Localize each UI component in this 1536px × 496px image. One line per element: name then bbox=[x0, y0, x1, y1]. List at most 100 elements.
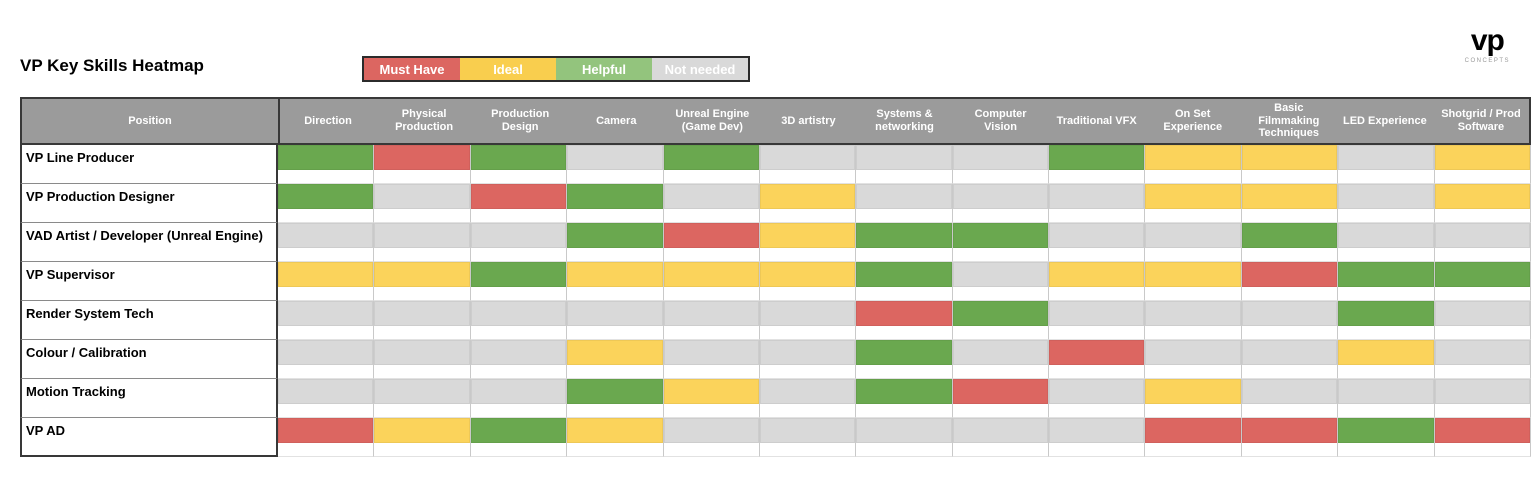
heatmap-cell[interactable] bbox=[1145, 184, 1242, 223]
heatmap-cell[interactable] bbox=[1241, 145, 1339, 184]
heatmap-cell[interactable] bbox=[1338, 184, 1435, 223]
heatmap-cell[interactable] bbox=[663, 379, 760, 418]
heatmap-cell[interactable] bbox=[278, 145, 375, 184]
heatmap-cell[interactable] bbox=[567, 262, 664, 301]
heatmap-cell[interactable] bbox=[567, 145, 664, 184]
heatmap-cell[interactable] bbox=[1338, 340, 1435, 379]
heatmap-cell[interactable] bbox=[1241, 301, 1339, 340]
heatmap-cell[interactable] bbox=[1145, 340, 1242, 379]
heatmap-cell[interactable] bbox=[567, 418, 664, 457]
heatmap-cell[interactable] bbox=[374, 262, 471, 301]
position-cell[interactable]: VP Line Producer bbox=[20, 145, 278, 184]
heatmap-cell[interactable] bbox=[1049, 340, 1146, 379]
heatmap-cell[interactable] bbox=[1049, 223, 1146, 262]
column-header[interactable]: On Set Experience bbox=[1163, 108, 1223, 133]
heatmap-cell[interactable] bbox=[1049, 145, 1146, 184]
heatmap-cell[interactable] bbox=[278, 262, 375, 301]
heatmap-cell[interactable] bbox=[759, 340, 857, 379]
heatmap-cell[interactable] bbox=[1434, 262, 1531, 301]
heatmap-cell[interactable] bbox=[1145, 379, 1242, 418]
heatmap-cell[interactable] bbox=[952, 262, 1050, 301]
heatmap-cell[interactable] bbox=[663, 340, 760, 379]
heatmap-cell[interactable] bbox=[470, 223, 568, 262]
heatmap-cell[interactable] bbox=[759, 223, 857, 262]
heatmap-cell[interactable] bbox=[952, 184, 1050, 223]
heatmap-cell[interactable] bbox=[1241, 184, 1339, 223]
position-cell[interactable]: Render System Tech bbox=[20, 301, 278, 340]
heatmap-cell[interactable] bbox=[663, 418, 760, 457]
heatmap-cell[interactable] bbox=[278, 418, 375, 457]
heatmap-cell[interactable] bbox=[567, 340, 664, 379]
heatmap-cell[interactable] bbox=[856, 418, 953, 457]
column-header[interactable]: Direction bbox=[304, 114, 352, 127]
column-header[interactable]: LED Experience bbox=[1343, 114, 1427, 127]
column-header[interactable]: Shotgrid / Prod Software bbox=[1441, 108, 1521, 133]
heatmap-cell[interactable] bbox=[952, 301, 1050, 340]
heatmap-cell[interactable] bbox=[278, 379, 375, 418]
heatmap-cell[interactable] bbox=[1434, 223, 1531, 262]
heatmap-cell[interactable] bbox=[1049, 418, 1146, 457]
heatmap-cell[interactable] bbox=[1338, 262, 1435, 301]
heatmap-cell[interactable] bbox=[1338, 418, 1435, 457]
heatmap-cell[interactable] bbox=[663, 145, 760, 184]
heatmap-cell[interactable] bbox=[1145, 262, 1242, 301]
heatmap-cell[interactable] bbox=[759, 145, 857, 184]
position-cell[interactable]: Colour / Calibration bbox=[20, 340, 278, 379]
heatmap-cell[interactable] bbox=[856, 145, 953, 184]
heatmap-cell[interactable] bbox=[1241, 262, 1339, 301]
column-header[interactable]: Production Design bbox=[491, 108, 550, 133]
heatmap-cell[interactable] bbox=[1338, 301, 1435, 340]
heatmap-cell[interactable] bbox=[278, 184, 375, 223]
heatmap-cell[interactable] bbox=[1434, 301, 1531, 340]
heatmap-cell[interactable] bbox=[1434, 184, 1531, 223]
column-header[interactable]: Camera bbox=[596, 114, 637, 127]
heatmap-cell[interactable] bbox=[567, 379, 664, 418]
heatmap-cell[interactable] bbox=[1145, 223, 1242, 262]
heatmap-cell[interactable] bbox=[567, 184, 664, 223]
heatmap-cell[interactable] bbox=[952, 379, 1050, 418]
heatmap-cell[interactable] bbox=[663, 223, 760, 262]
heatmap-cell[interactable] bbox=[470, 379, 568, 418]
heatmap-cell[interactable] bbox=[1338, 379, 1435, 418]
heatmap-cell[interactable] bbox=[856, 184, 953, 223]
heatmap-cell[interactable] bbox=[374, 418, 471, 457]
heatmap-cell[interactable] bbox=[856, 301, 953, 340]
heatmap-cell[interactable] bbox=[1434, 340, 1531, 379]
column-header[interactable]: Traditional VFX bbox=[1056, 114, 1137, 127]
heatmap-cell[interactable] bbox=[1241, 223, 1339, 262]
heatmap-cell[interactable] bbox=[470, 418, 568, 457]
heatmap-cell[interactable] bbox=[1434, 379, 1531, 418]
heatmap-cell[interactable] bbox=[952, 340, 1050, 379]
heatmap-cell[interactable] bbox=[278, 223, 375, 262]
heatmap-cell[interactable] bbox=[470, 145, 568, 184]
heatmap-cell[interactable] bbox=[856, 262, 953, 301]
heatmap-cell[interactable] bbox=[663, 184, 760, 223]
heatmap-cell[interactable] bbox=[567, 301, 664, 340]
heatmap-cell[interactable] bbox=[1434, 418, 1531, 457]
heatmap-cell[interactable] bbox=[759, 301, 857, 340]
column-header[interactable]: Unreal Engine (Game Dev) bbox=[675, 108, 750, 133]
heatmap-cell[interactable] bbox=[952, 223, 1050, 262]
heatmap-cell[interactable] bbox=[759, 379, 857, 418]
heatmap-cell[interactable] bbox=[1145, 145, 1242, 184]
heatmap-cell[interactable] bbox=[374, 223, 471, 262]
column-header[interactable]: Systems & networking bbox=[875, 108, 934, 133]
heatmap-cell[interactable] bbox=[1145, 301, 1242, 340]
column-header[interactable]: 3D artistry bbox=[781, 114, 836, 127]
heatmap-cell[interactable] bbox=[470, 262, 568, 301]
heatmap-cell[interactable] bbox=[1049, 301, 1146, 340]
heatmap-cell[interactable] bbox=[567, 223, 664, 262]
heatmap-cell[interactable] bbox=[278, 301, 375, 340]
heatmap-cell[interactable] bbox=[952, 145, 1050, 184]
position-cell[interactable]: VP Production Designer bbox=[20, 184, 278, 223]
heatmap-cell[interactable] bbox=[663, 262, 760, 301]
heatmap-cell[interactable] bbox=[1241, 379, 1339, 418]
heatmap-cell[interactable] bbox=[374, 379, 471, 418]
position-cell[interactable]: VAD Artist / Developer (Unreal Engine) bbox=[20, 223, 278, 262]
heatmap-cell[interactable] bbox=[374, 184, 471, 223]
heatmap-cell[interactable] bbox=[278, 340, 375, 379]
heatmap-cell[interactable] bbox=[1241, 340, 1339, 379]
heatmap-cell[interactable] bbox=[1434, 145, 1531, 184]
heatmap-cell[interactable] bbox=[1049, 262, 1146, 301]
heatmap-cell[interactable] bbox=[759, 262, 857, 301]
